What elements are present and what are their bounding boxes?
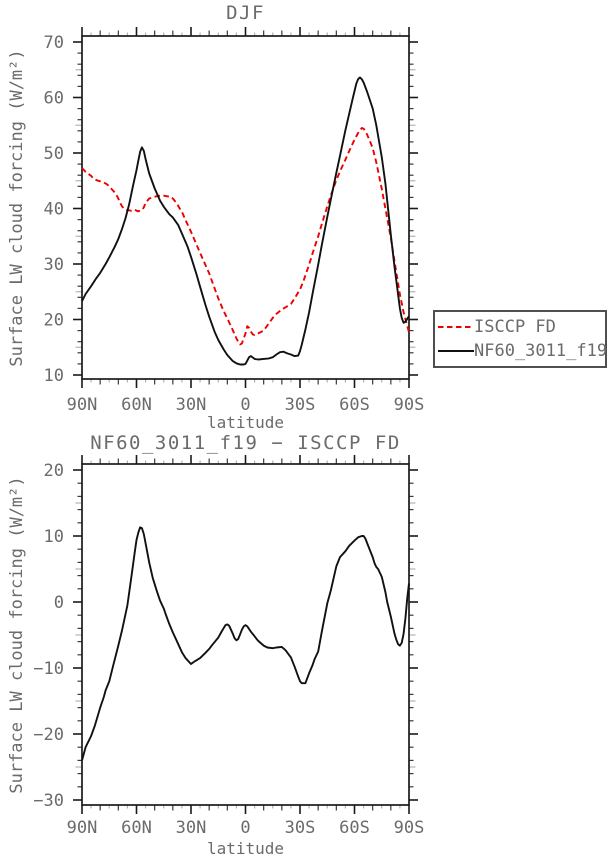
bottom-x-tick-label: 90N [67, 818, 98, 838]
top-y-tick-label: 40 [44, 200, 64, 220]
bottom-y-tick-label: −30 [33, 791, 64, 811]
bottom-plot-box [81, 463, 410, 806]
top-x-tick-label: 90S [394, 395, 425, 415]
top-y-tick-label: 10 [44, 366, 64, 386]
nf60-3011-f19-curve [81, 76, 410, 366]
legend: ISCCP FD NF60_3011_f19 [433, 310, 607, 368]
top-chart-ylabel: Surface LW cloud forcing (W/m²) [7, 49, 27, 366]
top-x-tick-label: 30S [285, 395, 316, 415]
chart-top: 90N 60N 30N 0 30S 60S 90S 10 20 30 40 50 60 70 Surface… [7, 27, 424, 415]
bottom-chart-ylabel: Surface LW cloud forcing (W/m²) [7, 476, 27, 793]
bottom-y-tick-label: −10 [33, 659, 64, 679]
top-y-tick-label: 70 [44, 33, 64, 53]
bottom-y-tick-label: 20 [44, 461, 64, 481]
isccp-fd-curve [81, 127, 410, 346]
bottom-chart-title: NF60_3011_f19 − ISCCP FD [90, 432, 401, 454]
chart-bottom: 90N 60N 30N 0 30S 60S 90S −30 −20 −10 0 10 20 Surface… [7, 455, 424, 838]
bottom-y-tick-label: 10 [44, 527, 64, 547]
top-x-tick-label: 60S [339, 395, 370, 415]
top-chart-title: DJF [226, 2, 265, 24]
bottom-y-tick-label: −20 [33, 725, 64, 745]
bottom-x-tick-label: 0 [240, 818, 250, 838]
bottom-x-tick-label: 30S [285, 818, 316, 838]
legend-item-nf60-3011-f19: NF60_3011_f19 [438, 341, 608, 361]
red-dashed-line-sample-icon [438, 326, 474, 328]
bottom-x-tick-label: 90S [394, 818, 425, 838]
nf60-3011-f19-isccp-fd-curve [81, 526, 410, 761]
top-y-tick-label: 20 [44, 311, 64, 331]
top-y-tick-label: 60 [44, 89, 64, 109]
bottom-chart-xaxis-label: latitude [206, 839, 285, 858]
top-x-tick-label: 60N [121, 395, 152, 415]
top-x-tick-label: 30N [176, 395, 207, 415]
top-x-tick-label: 0 [240, 395, 250, 415]
top-x-tick-label: 90N [67, 395, 98, 415]
top-plot-box [81, 35, 410, 380]
top-y-tick-label: 30 [44, 255, 64, 275]
black-solid-line-sample-icon [438, 350, 474, 352]
bottom-x-tick-label: 60N [121, 818, 152, 838]
legend-label-isccp-fd: ISCCP FD [474, 317, 556, 337]
bottom-y-tick-label: 0 [54, 593, 64, 613]
top-y-tick-label: 50 [44, 144, 64, 164]
bottom-x-tick-label: 60S [339, 818, 370, 838]
bottom-x-tick-label: 30N [176, 818, 207, 838]
legend-item-isccp-fd: ISCCP FD [438, 317, 605, 337]
top-chart-xaxis-label: latitude [206, 413, 285, 432]
legend-label-nf60-3011-f19: NF60_3011_f19 [474, 341, 608, 361]
